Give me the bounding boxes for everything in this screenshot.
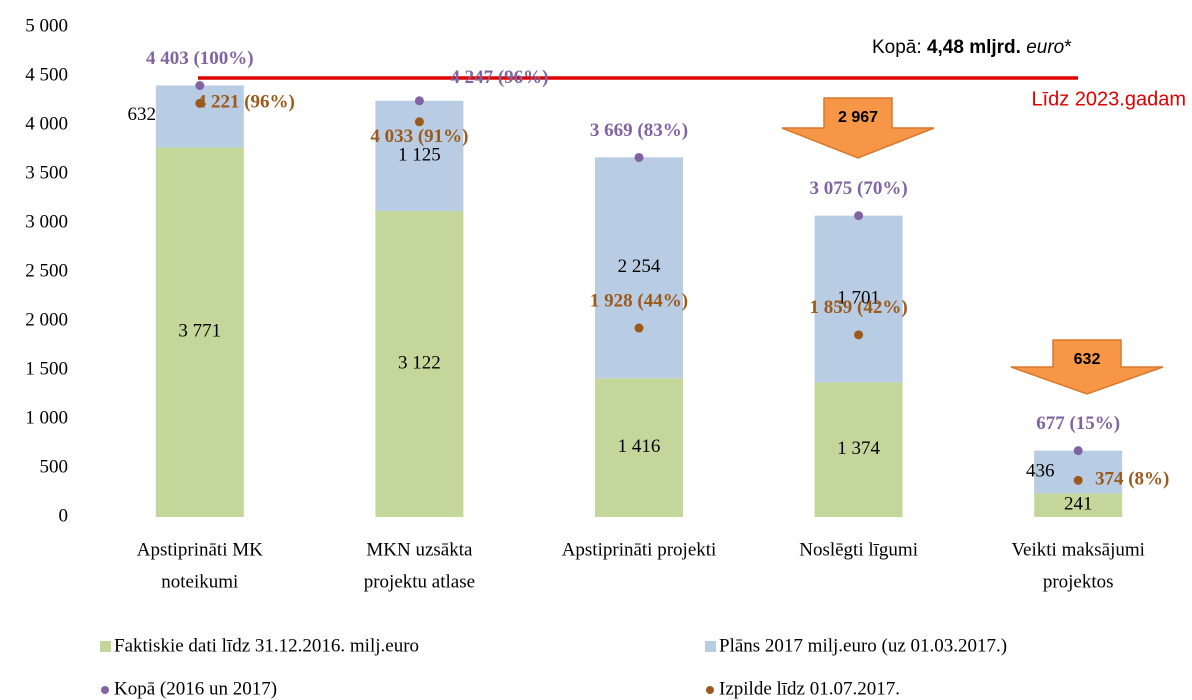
legend-label: Izpilde līdz 01.07.2017. — [719, 678, 900, 699]
dot-label: 4 247 (96%) — [450, 67, 548, 88]
bar-segment — [814, 382, 903, 517]
segment-label: 1 701 — [837, 287, 880, 308]
bar-segment — [155, 85, 244, 148]
arrow-label: 2 967 — [838, 109, 878, 126]
segment-label: 3 771 — [178, 321, 221, 342]
dot — [634, 323, 644, 333]
total-note-part: euro — [1021, 37, 1064, 58]
total-note: Kopā: 4,48 mljrd. euro* — [872, 37, 1072, 58]
total-note-part: Kopā: — [872, 37, 927, 58]
bar-segment — [155, 147, 244, 517]
legend-label: Plāns 2017 milj.euro (uz 01.03.2017.) — [719, 635, 1007, 656]
y-tick-label: 5 000 — [25, 15, 68, 36]
legend-swatch — [100, 641, 111, 652]
dot — [854, 211, 864, 221]
arrow — [1010, 339, 1164, 395]
dot — [1073, 475, 1083, 485]
dot-label: 3 075 (70%) — [810, 178, 908, 199]
x-tick-label: projektu atlase — [364, 571, 475, 592]
segment-label: 241 — [1064, 493, 1093, 514]
dot — [414, 96, 424, 106]
legend-swatch — [101, 686, 109, 694]
arrow-label: 632 — [1074, 351, 1101, 368]
segment-label: 1 416 — [618, 436, 661, 457]
x-tick-label: Veikti maksājumi — [1011, 539, 1145, 560]
y-tick-label: 1 000 — [25, 407, 68, 428]
total-note-part: 4,48 mljrd. — [927, 37, 1021, 58]
bar-segment — [595, 157, 683, 379]
segment-label: 436 — [1026, 460, 1055, 481]
x-tick-label: Noslēgti līgumi — [799, 539, 918, 560]
y-tick-label: 3 000 — [25, 211, 68, 232]
bar-segment — [595, 378, 683, 517]
x-tick-label: noteikumi — [161, 571, 238, 592]
segment-label: 3 122 — [398, 352, 441, 373]
y-tick-label: 500 — [40, 456, 69, 477]
arrow — [781, 97, 935, 159]
x-tick-label: Apstiprināti MK — [137, 539, 263, 560]
dot — [634, 152, 644, 162]
dot-label: 4 221 (96%) — [197, 92, 295, 113]
dot-label: 4 033 (91%) — [370, 126, 468, 147]
total-note-part: * — [1064, 37, 1072, 58]
x-tick-label: MKN uzsākta — [366, 539, 473, 560]
segment-label: 2 254 — [618, 256, 661, 277]
y-tick-label: 2 500 — [25, 260, 68, 281]
dot — [1073, 446, 1083, 456]
y-tick-label: 0 — [59, 505, 69, 526]
legend-label: Kopā (2016 un 2017) — [114, 678, 277, 699]
y-tick-label: 3 500 — [25, 162, 68, 183]
dot-label: 1 859 (42%) — [810, 297, 908, 318]
x-tick-label: Apstiprināti projekti — [562, 539, 717, 560]
bar-segment — [1034, 493, 1123, 517]
dot — [854, 330, 864, 340]
bar-segment — [375, 211, 464, 517]
y-tick-label: 4 000 — [25, 113, 68, 134]
x-tick-label: projektos — [1043, 571, 1114, 592]
dot-label: 4 403 (100%) — [146, 48, 254, 69]
dot-label: 3 669 (83%) — [590, 120, 688, 141]
segment-label: 1 374 — [837, 438, 880, 459]
segment-label: 632 — [128, 104, 157, 125]
y-tick-label: 1 500 — [25, 358, 68, 379]
y-tick-label: 2 000 — [25, 309, 68, 330]
legend-swatch — [706, 686, 714, 694]
dot — [195, 81, 205, 91]
segment-label: 1 125 — [398, 144, 441, 165]
dot-label: 1 928 (44%) — [590, 290, 688, 311]
legend-swatch — [705, 641, 716, 652]
legend-label: Faktiskie dati līdz 31.12.2016. milj.eur… — [114, 635, 419, 656]
y-tick-label: 4 500 — [25, 64, 68, 85]
bar-segment — [814, 215, 903, 383]
dot — [414, 117, 424, 127]
dot-label: 374 (8%) — [1095, 469, 1169, 490]
bar-segment — [1034, 450, 1123, 494]
reference-label: Līdz 2023.gadam — [1031, 88, 1186, 110]
dot-label: 677 (15%) — [1036, 413, 1120, 434]
dot — [195, 98, 205, 108]
